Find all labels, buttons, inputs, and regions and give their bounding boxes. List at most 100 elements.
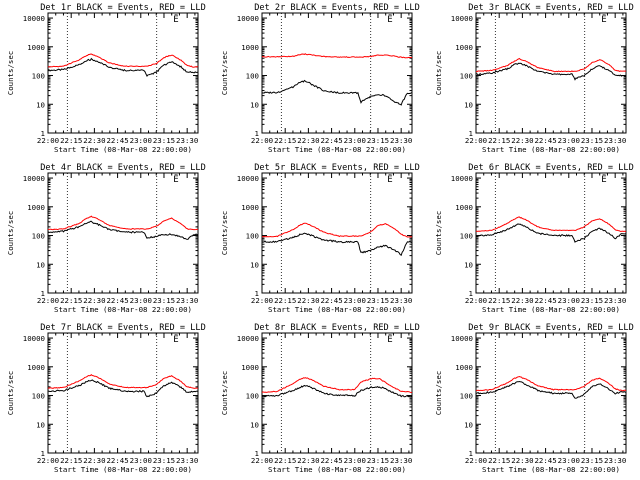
x-tick-label: 23:15	[367, 296, 389, 305]
y-tick-label: 10000	[451, 14, 473, 23]
panel-title: Det 9r BLACK = Events, RED = LLD	[468, 323, 634, 333]
events-series-line	[475, 223, 627, 243]
y-tick-label: 10000	[451, 174, 473, 183]
x-tick-label: 22:15	[274, 136, 296, 145]
y-tick-label: 10000	[237, 334, 259, 343]
y-tick-label: 10	[36, 260, 45, 269]
y-tick-label: 1000	[241, 203, 259, 212]
corner-glyph: Ë	[173, 174, 178, 185]
x-tick-label: 22:30	[511, 456, 533, 465]
x-tick-label: 23:00	[130, 456, 152, 465]
x-tick-label: 22:00	[251, 296, 273, 305]
panel-title: Det 8r BLACK = Events, RED = LLD	[254, 323, 420, 333]
y-tick-label: 1	[255, 289, 259, 298]
x-tick-label: 23:30	[604, 456, 626, 465]
y-tick-label: 10000	[237, 174, 259, 183]
panel-title: Det 4r BLACK = Events, RED = LLD	[40, 163, 206, 173]
detector-panel-9: Det 9r BLACK = Events, RED = LLD Counts/s…	[434, 323, 634, 474]
x-tick-label: 22:15	[488, 136, 510, 145]
x-tick-label: 23:15	[367, 456, 389, 465]
y-tick-label: 100	[246, 392, 259, 401]
x-tick-label: 23:30	[176, 456, 198, 465]
y-tick-label: 10	[464, 100, 473, 109]
x-tick-label: 22:45	[534, 136, 556, 145]
y-tick-label: 1000	[241, 43, 259, 52]
y-tick-label: 100	[460, 392, 473, 401]
y-tick-label: 10000	[23, 334, 45, 343]
y-tick-label: 10	[464, 420, 473, 429]
lld-series-line	[261, 53, 413, 59]
x-tick-label: 23:15	[153, 296, 175, 305]
y-axis-label: Counts/sec	[220, 211, 229, 256]
x-tick-label: 23:00	[130, 296, 152, 305]
plot-frame	[261, 172, 413, 294]
x-tick-label: 22:15	[488, 296, 510, 305]
x-tick-label: 22:45	[320, 456, 342, 465]
y-tick-label: 1000	[27, 43, 45, 52]
x-tick-label: 23:00	[558, 456, 580, 465]
x-tick-label: 22:30	[511, 136, 533, 145]
x-tick-label: 23:00	[344, 136, 366, 145]
plot-frame	[261, 12, 413, 134]
y-tick-label: 10000	[23, 174, 45, 183]
panel-title: Det 1r BLACK = Events, RED = LLD	[40, 3, 206, 13]
y-axis-label: Counts/sec	[434, 51, 443, 96]
events-series-line	[475, 380, 627, 399]
x-tick-label: 22:30	[297, 456, 319, 465]
y-tick-label: 1	[469, 289, 473, 298]
y-tick-label: 1000	[27, 203, 45, 212]
y-axis-label: Counts/sec	[220, 371, 229, 416]
x-axis-label: Start Time (08-Mar-08 22:00:00)	[54, 305, 192, 314]
events-series-line	[47, 379, 199, 398]
lld-series-line	[47, 215, 199, 231]
x-tick-label: 23:30	[390, 296, 412, 305]
corner-glyph: Ë	[387, 174, 392, 185]
x-tick-label: 22:45	[106, 136, 128, 145]
x-tick-label: 23:15	[581, 296, 603, 305]
y-tick-label: 10	[250, 420, 259, 429]
x-tick-label: 22:15	[60, 136, 82, 145]
y-tick-label: 10	[36, 100, 45, 109]
lld-series-line	[475, 216, 627, 233]
x-tick-label: 22:30	[297, 296, 319, 305]
x-axis-label: Start Time (08-Mar-08 22:00:00)	[482, 465, 620, 474]
y-tick-label: 1000	[27, 363, 45, 372]
y-tick-label: 100	[32, 72, 45, 81]
detector-panel-3: Det 3r BLACK = Events, RED = LLD Counts/s…	[434, 3, 634, 154]
corner-glyph: Ë	[601, 174, 606, 185]
x-axis-label: Start Time (08-Mar-08 22:00:00)	[268, 145, 406, 154]
x-tick-label: 23:15	[367, 136, 389, 145]
panel-title: Det 7r BLACK = Events, RED = LLD	[40, 323, 206, 333]
y-tick-label: 100	[246, 232, 259, 241]
detector-panel-8: Det 8r BLACK = Events, RED = LLD Counts/s…	[220, 323, 420, 474]
x-tick-label: 23:30	[176, 136, 198, 145]
y-axis-label: Counts/sec	[6, 51, 15, 96]
y-tick-label: 10000	[23, 14, 45, 23]
detector-panel-6: Det 6r BLACK = Events, RED = LLD Counts/s…	[434, 163, 634, 314]
panel-title: Det 5r BLACK = Events, RED = LLD	[254, 163, 420, 173]
x-tick-label: 22:00	[37, 456, 59, 465]
detector-panel-5: Det 5r BLACK = Events, RED = LLD Counts/s…	[220, 163, 420, 314]
x-tick-label: 22:30	[83, 136, 105, 145]
x-tick-label: 23:30	[604, 136, 626, 145]
lld-series-line	[47, 53, 199, 68]
y-axis-label: Counts/sec	[6, 371, 15, 416]
events-series-line	[47, 57, 199, 78]
y-tick-label: 100	[32, 392, 45, 401]
x-tick-label: 23:00	[344, 296, 366, 305]
x-tick-label: 23:15	[153, 136, 175, 145]
events-series-line	[261, 79, 413, 106]
y-tick-label: 1	[41, 449, 45, 458]
events-series-line	[261, 384, 413, 398]
x-tick-label: 22:30	[511, 296, 533, 305]
corner-glyph: Ë	[601, 334, 606, 345]
x-tick-label: 23:15	[153, 456, 175, 465]
x-tick-label: 22:00	[37, 296, 59, 305]
y-tick-label: 100	[460, 72, 473, 81]
y-tick-label: 1000	[455, 43, 473, 52]
y-tick-label: 100	[32, 232, 45, 241]
lld-series-line	[47, 374, 199, 389]
y-tick-label: 10000	[237, 14, 259, 23]
x-tick-label: 22:15	[488, 456, 510, 465]
